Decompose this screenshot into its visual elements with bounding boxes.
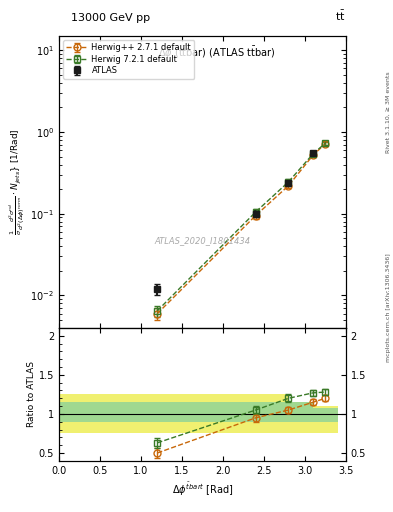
Legend: Herwig++ 2.7.1 default, Herwig 7.2.1 default, ATLAS: Herwig++ 2.7.1 default, Herwig 7.2.1 def… [63, 40, 195, 79]
X-axis label: $\Delta\phi^{\bar{t}bar{t}}$ [Rad]: $\Delta\phi^{\bar{t}bar{t}}$ [Rad] [172, 481, 233, 499]
Text: 13000 GeV pp: 13000 GeV pp [71, 13, 150, 23]
Text: mcplots.cern.ch [arXiv:1306.3436]: mcplots.cern.ch [arXiv:1306.3436] [386, 253, 391, 361]
Text: ATLAS_2020_I1801434: ATLAS_2020_I1801434 [154, 236, 250, 245]
Y-axis label: $\frac{1}{\sigma}\frac{d^2\sigma^{nd}}{d^2(\Delta\phi)^{norm}}\cdot N_{jets}$} [: $\frac{1}{\sigma}\frac{d^2\sigma^{nd}}{d… [8, 129, 28, 235]
Y-axis label: Ratio to ATLAS: Ratio to ATLAS [27, 361, 36, 428]
Text: Rivet 3.1.10, ≥ 3M events: Rivet 3.1.10, ≥ 3M events [386, 72, 391, 154]
Text: $\rm t\bar{t}$: $\rm t\bar{t}$ [335, 9, 346, 23]
Text: $\Delta\phi$ (t$\bar{\rm t}$bar) (ATLAS t$\bar{\rm t}$bar): $\Delta\phi$ (t$\bar{\rm t}$bar) (ATLAS … [158, 45, 275, 60]
